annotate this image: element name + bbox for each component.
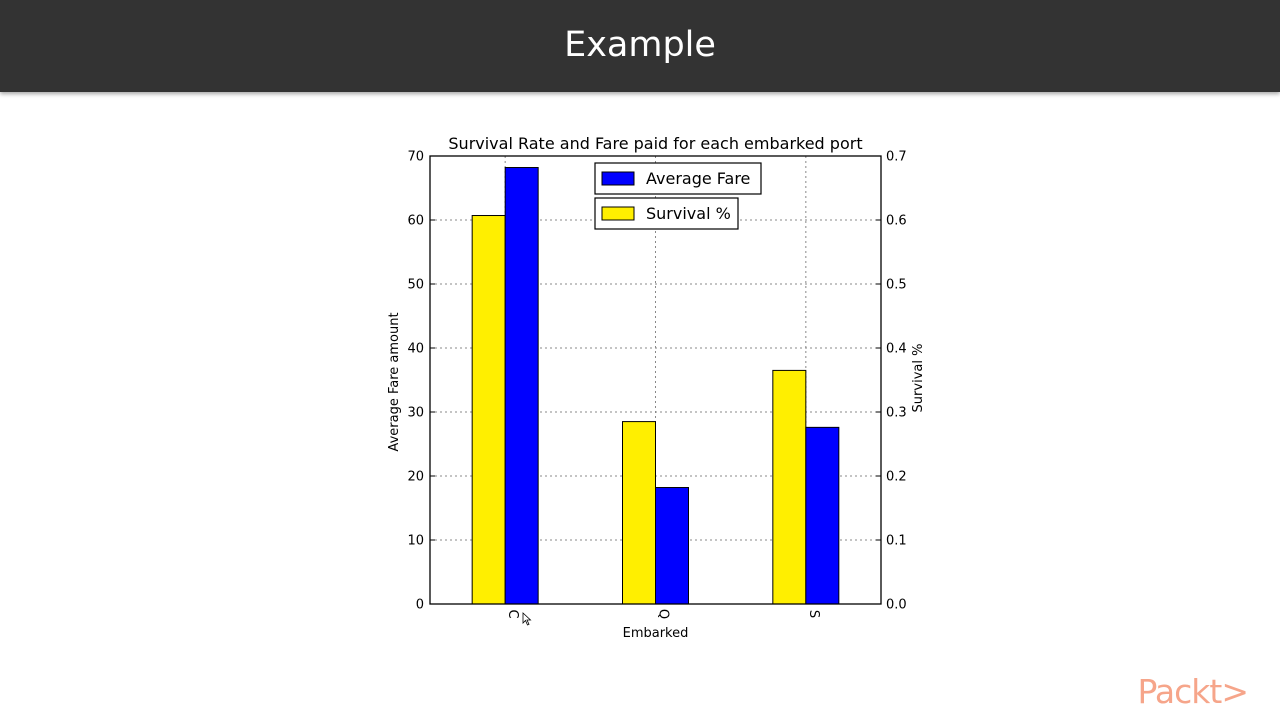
packt-logo: Packt>: [1137, 672, 1249, 711]
chart-title: Survival Rate and Fare paid for each emb…: [448, 134, 862, 153]
tick-label-left: 60: [407, 214, 424, 229]
tick-label-right: 0.3: [886, 406, 907, 421]
legend-label: Average Fare: [646, 169, 750, 188]
tick-label-x: Q: [656, 609, 671, 619]
tick-label-right: 0.1: [886, 534, 907, 549]
y-axis-label-left: Average Fare amount: [387, 312, 402, 451]
slide-title: Example: [564, 24, 716, 65]
tick-label-right: 0.0: [886, 598, 907, 613]
tick-label-right: 0.4: [886, 342, 907, 357]
tick-label-right: 0.5: [886, 278, 907, 293]
tick-label-left: 0: [416, 598, 424, 613]
tick-label-right: 0.7: [886, 150, 907, 165]
tick-label-left: 30: [407, 406, 424, 421]
y-axis-label-right: Survival %: [911, 344, 926, 413]
tick-label-left: 20: [407, 470, 424, 485]
legend-swatch: [601, 206, 635, 221]
tick-label-right: 0.2: [886, 470, 907, 485]
tick-label-left: 40: [407, 342, 424, 357]
tick-label-right: 0.6: [886, 214, 907, 229]
tick-label-left: 10: [407, 534, 424, 549]
x-axis-label: Embarked: [623, 626, 689, 641]
bar-survival-C: [471, 215, 506, 605]
plot-frame: [429, 155, 882, 605]
bar-fare-S: [805, 426, 840, 605]
bar-survival-Q: [622, 421, 656, 605]
bar-survival-S: [772, 369, 807, 605]
legend-swatch: [601, 171, 635, 186]
tick-label-left: 50: [407, 278, 424, 293]
mouse-cursor-icon: [522, 612, 532, 626]
legend-label: Survival %: [646, 204, 731, 223]
tick-label-left: 70: [407, 150, 424, 165]
legend-box: [594, 197, 739, 230]
bar-fare-C: [504, 167, 539, 605]
tick-label-x: C: [505, 609, 520, 618]
slide-header: Example: [0, 0, 1280, 92]
bar-fare-Q: [655, 487, 689, 605]
tick-label-x: S: [806, 610, 821, 618]
